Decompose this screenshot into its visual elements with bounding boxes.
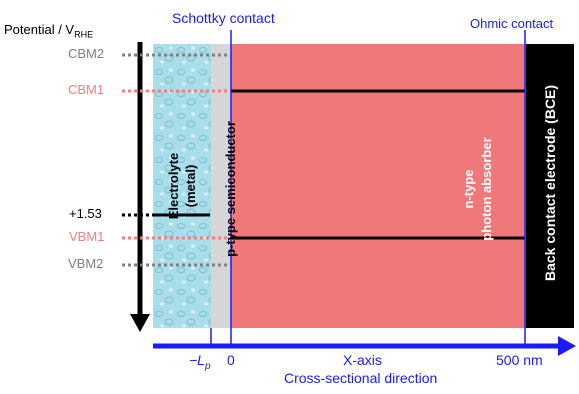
electrode-label: Back contact electrode (BCE)	[541, 91, 559, 281]
tick-500nm: 500 nm	[496, 352, 543, 368]
electrolyte-label: Electrolyte (metal)	[165, 126, 201, 246]
cbm2-label: CBM2	[68, 46, 104, 61]
cbm1-label: CBM1	[68, 82, 104, 97]
electrolyte-label-line1: Electrolyte	[165, 126, 182, 246]
semiconductor-label: p-type semiconductor	[222, 119, 240, 259]
absorber-label: n-type photon absorber	[460, 129, 496, 249]
absorber-label-line2: photon absorber	[478, 129, 496, 249]
x-axis-arrowhead	[558, 336, 576, 356]
y-axis-label: Potential / VRHE	[4, 22, 93, 40]
potential-axis-arrowhead	[130, 314, 150, 332]
tick-minus-lp: −Lp	[189, 352, 211, 372]
schottky-contact-label: Schottky contact	[172, 10, 275, 26]
tick-zero: 0	[227, 352, 235, 368]
ohmic-contact-label: Ohmic contact	[470, 16, 553, 31]
vbm2-label: VBM2	[68, 256, 103, 271]
absorber-label-line1: n-type	[460, 129, 478, 249]
redox-label: +1.53	[69, 206, 102, 221]
vbm1-label: VBM1	[69, 229, 104, 244]
x-axis-subtitle: Cross-sectional direction	[284, 370, 437, 386]
electrolyte-label-line2: (metal)	[182, 126, 199, 246]
x-axis-title: X-axis	[343, 352, 382, 368]
